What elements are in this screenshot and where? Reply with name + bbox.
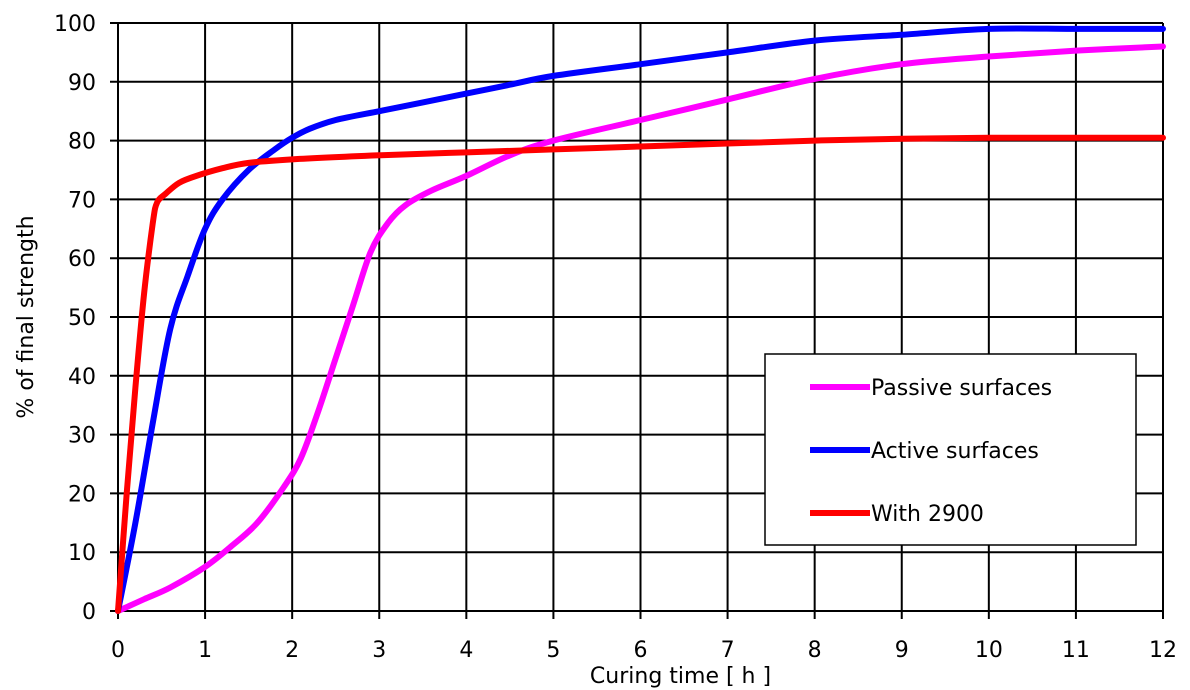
y-tick-label: 80 xyxy=(68,130,96,155)
x-tick-label: 11 xyxy=(1062,638,1090,663)
x-tick-label: 3 xyxy=(372,638,386,663)
legend: Passive surfaces Active surfaces With 2900 xyxy=(764,353,1137,546)
x-tick-label: 6 xyxy=(634,638,648,663)
y-tick-label: 0 xyxy=(82,600,96,625)
series-line-0 xyxy=(115,43,1166,614)
y-tick-label: 70 xyxy=(68,188,96,213)
x-tick-label: 2 xyxy=(285,638,299,663)
y-tick-label: 30 xyxy=(68,424,96,449)
legend-label-0: Passive surfaces xyxy=(871,376,1052,401)
x-tick-label: 0 xyxy=(111,638,125,663)
y-tick-label: 90 xyxy=(68,71,96,96)
x-tick-label: 9 xyxy=(895,638,909,663)
series-line-1 xyxy=(115,25,1166,614)
y-tick-label: 10 xyxy=(68,541,96,566)
y-axis-label: % of final strength xyxy=(14,215,39,418)
x-tick-label: 4 xyxy=(459,638,473,663)
x-tick-label: 5 xyxy=(546,638,560,663)
legend-label-1: Active surfaces xyxy=(871,439,1039,464)
x-tick-label: 7 xyxy=(721,638,735,663)
series-line-2 xyxy=(115,134,1166,614)
x-tick-label: 8 xyxy=(808,638,822,663)
series-lines xyxy=(115,25,1166,614)
y-tick-label: 20 xyxy=(68,482,96,507)
legend-label-2: With 2900 xyxy=(871,502,984,527)
y-tick-label: 60 xyxy=(68,247,96,272)
y-tick-label: 50 xyxy=(68,306,96,331)
y-tick-label: 100 xyxy=(54,12,96,37)
x-tick-label: 12 xyxy=(1149,638,1177,663)
x-tick-label: 1 xyxy=(198,638,212,663)
x-tick-label: 10 xyxy=(975,638,1003,663)
x-axis-label: Curing time [ h ] xyxy=(590,664,771,689)
y-tick-label: 40 xyxy=(68,365,96,390)
